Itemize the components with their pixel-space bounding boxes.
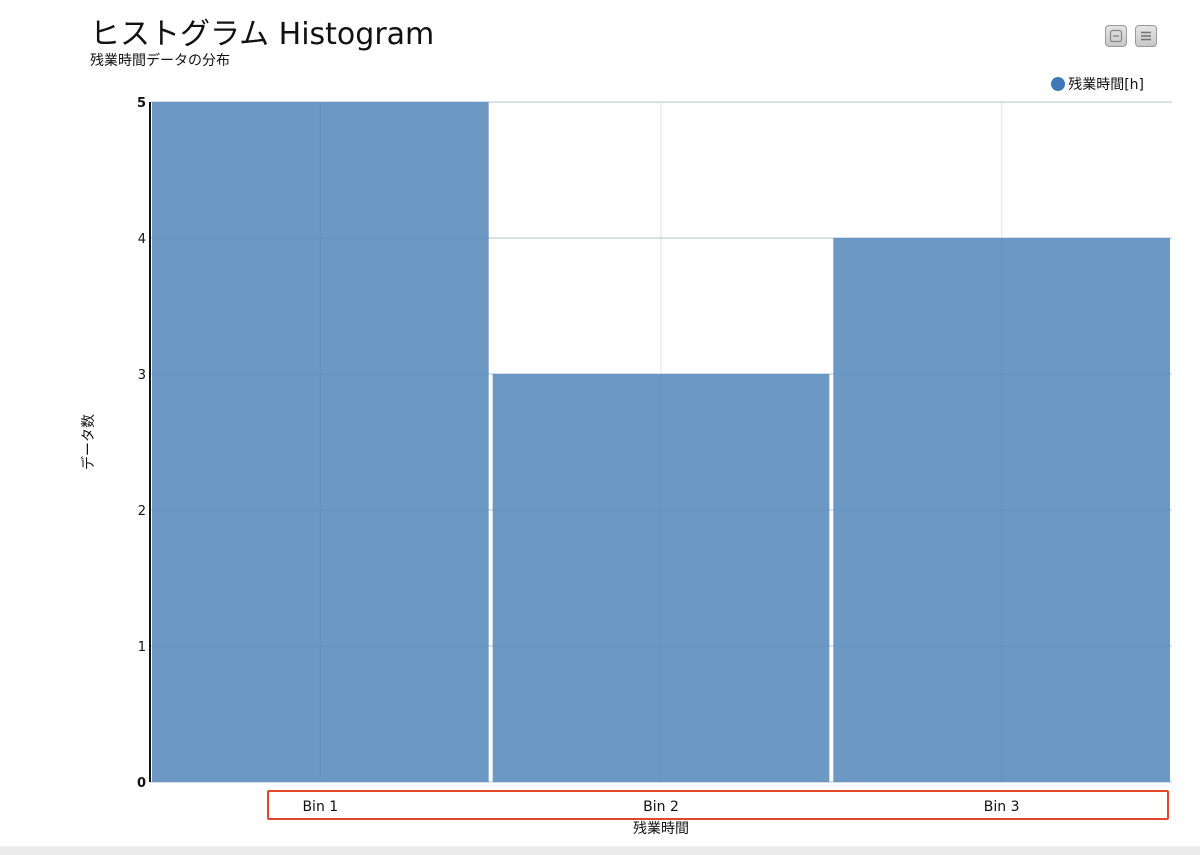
x-tick-label: Bin 1 <box>302 799 338 815</box>
y-tick-label: 5 <box>137 96 146 111</box>
y-tick-label: 4 <box>138 232 146 247</box>
y-tick-label: 0 <box>137 776 146 791</box>
y-tick-label: 2 <box>138 504 146 519</box>
y-tick-label: 3 <box>138 368 146 383</box>
legend-marker <box>1051 77 1066 91</box>
x-tick-label: Bin 2 <box>643 799 679 815</box>
chart-subtitle: 残業時間データの分布 <box>90 53 230 69</box>
footer-strip <box>0 846 1200 855</box>
y-axis-label: データ数 <box>81 414 97 470</box>
legend-item[interactable]: 残業時間[h] <box>1051 74 1144 94</box>
chart-title: ヒストグラム Histogram <box>90 17 435 52</box>
histogram-bar <box>152 102 489 782</box>
histogram-bar <box>492 374 830 782</box>
menu-button[interactable] <box>1135 25 1157 47</box>
histogram-bar <box>833 238 1170 782</box>
x-axis-label: 残業時間 <box>633 821 689 837</box>
collapse-button[interactable] <box>1105 25 1127 47</box>
legend-label: 残業時間[h] <box>1068 77 1144 93</box>
x-tick-labels-highlight <box>267 790 1169 820</box>
collapse-icon <box>1109 29 1123 43</box>
x-tick-label: Bin 3 <box>984 799 1020 815</box>
y-tick-label: 1 <box>138 640 146 655</box>
menu-icon <box>1141 31 1151 41</box>
